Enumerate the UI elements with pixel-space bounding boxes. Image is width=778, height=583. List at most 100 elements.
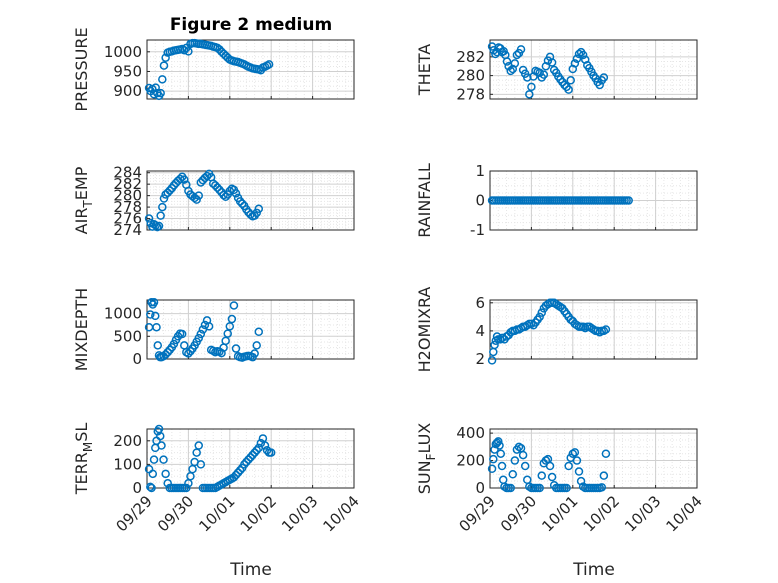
data-point xyxy=(572,54,582,63)
y-axis-label: TERRMSL xyxy=(72,423,95,496)
data-point xyxy=(148,469,158,479)
data-point xyxy=(213,183,222,192)
axes-box xyxy=(146,39,355,100)
data-point xyxy=(156,211,165,220)
data-point xyxy=(512,50,522,60)
data-point xyxy=(161,53,170,62)
data-point xyxy=(527,82,536,92)
data-point xyxy=(215,185,224,195)
data-point xyxy=(196,460,206,469)
y-tick-label: 400 xyxy=(456,424,485,442)
x-tick-label: 10/02 xyxy=(580,492,623,535)
data-point xyxy=(595,80,604,90)
data-point xyxy=(233,468,243,477)
data-point xyxy=(494,437,503,446)
data-point xyxy=(161,469,170,479)
data-point xyxy=(574,49,584,59)
data-point xyxy=(487,464,497,474)
data-point xyxy=(153,341,163,350)
x-tick-label: 10/04 xyxy=(320,492,363,535)
y-tick-label: 4 xyxy=(475,322,485,340)
data-point xyxy=(156,88,165,98)
y-tick-label: -1 xyxy=(470,221,485,239)
data-point xyxy=(153,222,162,232)
x-axis-label-left: Time xyxy=(229,560,272,580)
data-point xyxy=(506,66,515,76)
data-point xyxy=(240,460,249,469)
data-point xyxy=(254,204,264,214)
y-tick-label: 0 xyxy=(132,479,142,497)
data-point xyxy=(510,59,520,68)
y-tick-label: 2 xyxy=(475,350,485,368)
data-point xyxy=(510,456,520,465)
data-point xyxy=(146,310,155,319)
y-tick-label: 900 xyxy=(113,82,142,100)
data-point xyxy=(169,339,179,349)
y-tick-label: 200 xyxy=(456,452,485,470)
data-point xyxy=(252,341,261,350)
data-point xyxy=(264,60,274,69)
data-point xyxy=(498,475,508,485)
y-tick-label: 280 xyxy=(113,187,142,205)
data-point xyxy=(190,193,199,203)
y-tick-label: 282 xyxy=(456,48,485,66)
data-point xyxy=(496,449,506,458)
data-point xyxy=(217,348,226,358)
y-axis-label: THETA xyxy=(415,44,434,96)
data-point xyxy=(165,186,175,195)
data-point xyxy=(508,470,518,479)
y-tick-label: 6 xyxy=(475,294,485,312)
data-point xyxy=(250,349,259,358)
data-point xyxy=(204,322,214,331)
y-axis-label: AIRTEMP xyxy=(72,166,95,234)
data-point xyxy=(601,449,611,458)
data-point xyxy=(231,470,241,480)
data-point xyxy=(574,467,584,476)
subplot-terr_msl: 0 100 200 TERRMSL 09/2909/3010/0110/0210/031… xyxy=(72,423,363,536)
data-point xyxy=(564,461,573,471)
subplot-h2omixra: 2 4 6 H2OMIXRA xyxy=(415,287,698,372)
data-point xyxy=(262,445,272,455)
data-point xyxy=(535,483,544,493)
y-tick-label: 100 xyxy=(113,455,142,473)
x-tick-label: 09/30 xyxy=(497,492,540,535)
y-tick-label: 1000 xyxy=(104,305,142,323)
x-tick-label: 10/04 xyxy=(663,492,706,535)
data-point xyxy=(566,76,575,85)
data-point xyxy=(229,301,239,310)
data-point xyxy=(244,455,253,464)
data-point xyxy=(152,322,161,332)
data-point xyxy=(157,441,166,450)
y-tick-label: 0 xyxy=(475,192,485,210)
data-point xyxy=(537,471,546,480)
axes-box xyxy=(489,299,698,360)
data-point xyxy=(227,314,237,324)
y-tick-label: 0 xyxy=(132,350,142,368)
data-point xyxy=(599,471,609,480)
x-tick-label: 10/01 xyxy=(195,492,238,535)
data-point xyxy=(502,57,512,66)
data-point xyxy=(570,59,580,68)
data-point xyxy=(242,457,251,467)
data-point xyxy=(252,445,261,455)
data-point xyxy=(560,80,569,90)
data-point xyxy=(516,45,526,54)
data-point xyxy=(147,483,156,493)
data-point xyxy=(159,455,168,464)
y-tick-label: 278 xyxy=(113,198,142,216)
data-point xyxy=(149,298,159,307)
data-point xyxy=(158,75,167,84)
data-point xyxy=(221,336,230,346)
data-point xyxy=(537,308,546,317)
data-point xyxy=(235,466,245,475)
y-tick-label: 278 xyxy=(456,85,485,103)
data-point xyxy=(225,322,235,331)
data-point xyxy=(256,438,266,448)
data-point xyxy=(192,195,201,204)
data-point xyxy=(576,476,586,486)
data-point xyxy=(161,350,170,359)
data-point xyxy=(489,454,498,464)
